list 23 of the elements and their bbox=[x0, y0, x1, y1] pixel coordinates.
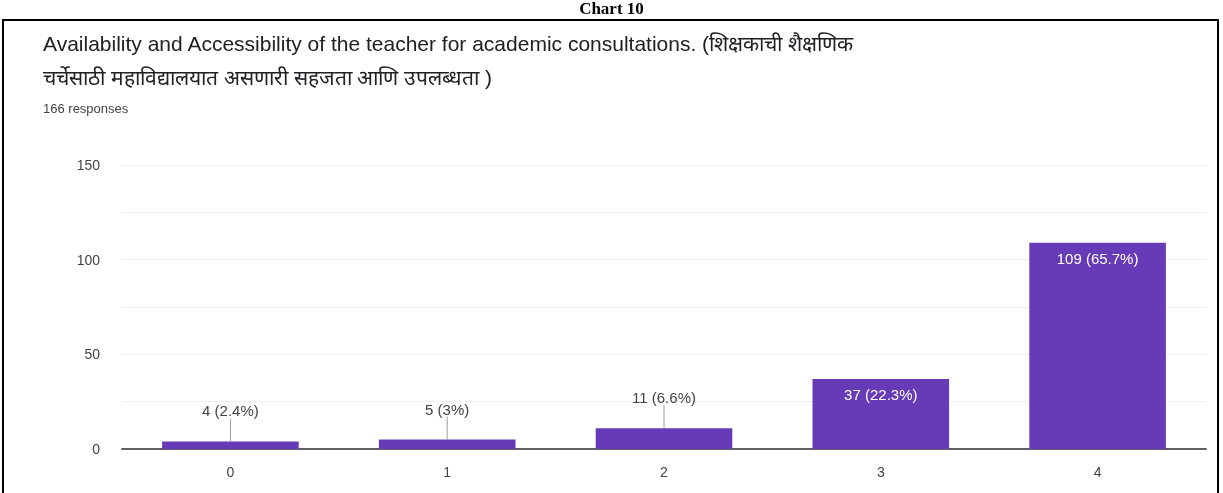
y-tick-label: 0 bbox=[92, 441, 101, 457]
bar bbox=[1029, 242, 1166, 449]
bar bbox=[378, 439, 516, 449]
data-label: 11 (6.6%) bbox=[632, 389, 696, 407]
bar bbox=[595, 428, 733, 449]
bar bbox=[162, 441, 299, 449]
page-frame: 0 50 100 150 0 1 2 3 4 4 (2.4%) 5 (3%) 11 (6.6%) 37 (22.3%) 109 (65.7%) Availability and Accessibility of the teacher for academic consultations. (शिक्षकाची शैक्षणिक चर्चेसाठी महाविद्यालयात असणारी सहजता आणि उपलब्धता ) 166 responses bbox=[2, 19, 1219, 493]
data-label: 4 (2.4%) bbox=[202, 402, 259, 420]
data-label: 5 (3%) bbox=[425, 400, 470, 418]
chart-title: Availability and Accessibility of the teacher for academic consultations. (शिक्षकाची शैक्षणिक चर्चेसाठी महाविद्यालयात असणारी सहजता आणि उपलब्धता ) bbox=[43, 31, 859, 89]
chart-subtitle: 166 responses bbox=[43, 101, 129, 116]
x-tick-label: 2 bbox=[660, 464, 669, 480]
data-label: 37 (22.3%) bbox=[844, 385, 918, 403]
x-tick-label: 1 bbox=[443, 464, 452, 480]
data-label: 109 (65.7%) bbox=[1056, 249, 1139, 267]
x-tick-label: 4 bbox=[1093, 464, 1102, 480]
y-tick-label: 100 bbox=[76, 251, 101, 268]
x-tick-label: 3 bbox=[876, 464, 885, 480]
x-tick-label: 0 bbox=[226, 464, 235, 480]
y-tick-label: 50 bbox=[84, 346, 101, 363]
bar bbox=[812, 378, 950, 449]
caption: Chart 10 bbox=[578, 0, 645, 18]
y-tick-label: 150 bbox=[76, 157, 101, 173]
